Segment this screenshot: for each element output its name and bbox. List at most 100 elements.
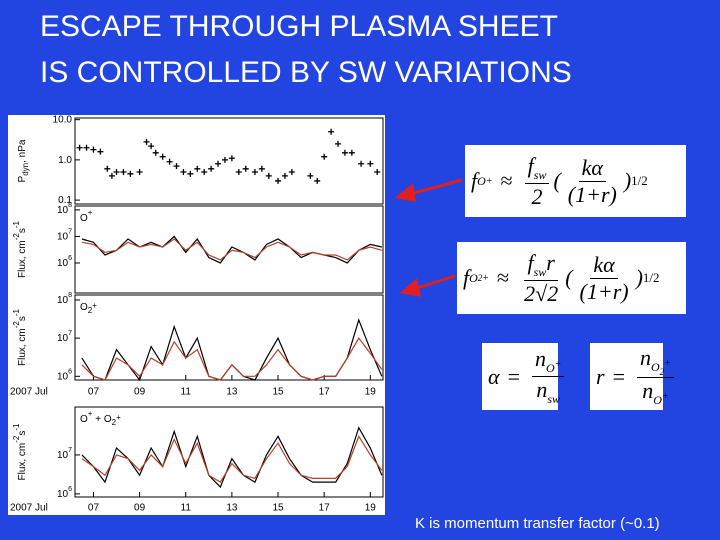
tick-text: 0.1 [58,195,72,206]
numerator: nO+ [531,346,565,377]
x-tick-label: 15 [272,387,284,398]
x-tick-label: 09 [134,387,146,398]
y-tick-label: 107 [57,447,72,461]
series-line [81,235,382,264]
series-line [81,434,383,483]
point [328,128,335,135]
point [251,168,258,175]
point [288,168,295,175]
equation-text: ) [635,265,643,290]
text-part: Flux, cm [17,443,28,481]
x-tick-label: 11 [181,503,192,514]
tick-text: 10 [57,231,69,242]
equation-text: ( [565,265,573,290]
equation-text: r [600,181,610,207]
tick-text: 10 [57,450,69,461]
y-axis-label: Pdyn, nPa [17,139,30,182]
point [143,138,150,145]
tick-exponent: 6 [68,255,72,262]
point [152,149,159,156]
fraction: nO+ nsw [531,346,565,407]
tick-text: 10 [57,333,69,344]
text-part: -2 [12,435,21,443]
point [235,168,242,175]
denominator: (1+r) [577,279,632,305]
panel-label: O2+ [80,301,97,315]
point [90,146,97,153]
panel-label: O+ + O2+ [80,409,121,427]
equation-text: 2 [659,367,665,377]
x-tick-label: 17 [319,387,331,398]
equation-text: sw [547,392,561,406]
point [221,156,228,163]
equation-box: f O 2 + ≈ fswr 2√2(kα (1+r)) 1/2 [457,242,686,314]
point [194,165,201,172]
text-part: , nPa [17,139,28,163]
equation-text: n [639,345,651,370]
x-tick-label: 19 [365,503,377,514]
equation-text: ) [623,168,632,193]
equation-text: O [653,393,662,407]
fraction: nO2+ nO+ [636,345,674,408]
y-axis-label: Flux, cm-2s-1 [12,220,28,278]
equation-text: ) [609,181,617,207]
point [242,165,249,172]
tick-text: 10 [57,295,69,306]
series-line [81,337,383,381]
point [148,143,155,150]
point [374,168,381,175]
point [335,140,342,147]
x-tick-label: 07 [88,387,100,398]
equation-text: f [527,249,534,275]
tick-exponent: 7 [68,447,72,454]
arrow [413,274,456,291]
arrow-head [399,278,421,297]
text-part: O [80,213,88,224]
equation-text: kα [581,154,603,180]
numerator: fsw [524,153,550,184]
figure-background [8,115,385,515]
text-part: -2 [12,233,21,241]
equation-text: 2 [477,273,483,283]
point [321,153,328,160]
text-part: -1 [12,423,21,431]
tick-text: 10 [57,258,69,269]
equation-text: 1/2 [631,173,648,188]
y-tick-label: 106 [57,486,72,500]
numerator: nO2+ [636,345,674,378]
text-part: dyn [21,163,30,176]
equation-text: ≈ [497,265,510,290]
slide-title: ESCAPE THROUGH PLASMA SHEET [40,10,558,43]
equation-text: + [485,175,493,187]
text-part: -2 [12,321,21,329]
point [265,172,272,179]
tick-text: 10 [57,371,69,382]
equation-box: r = nO2+ nO+ [590,343,674,410]
text-part: + [116,413,121,422]
y-tick-label: 1.0 [58,155,72,166]
equation-text: 1/2 [642,270,660,285]
text-part: O [80,302,88,313]
tick-exponent: 7 [68,330,72,337]
equation-text: + [482,272,490,284]
text-part: 2 [112,418,117,427]
y-tick-label: 106 [57,368,72,382]
equation-text: ≈ [500,168,513,193]
equation-text: (1+ [567,181,601,207]
text-part: -1 [12,308,21,316]
y-axis-label: Flux, cm-2s-1 [12,423,28,481]
equation-text: = [612,363,625,389]
text-part: s [17,316,28,321]
text-part: + [88,208,93,217]
arrows [394,178,463,297]
point [173,163,180,170]
tick-text: 10 [57,205,69,216]
y-tick-label: 107 [57,330,72,344]
arrow [409,178,463,196]
tick-exponent: 6 [68,368,72,375]
denominator: nO+ [639,378,671,408]
equation-text: + [554,359,562,370]
tick-text: 10.0 [53,114,73,125]
